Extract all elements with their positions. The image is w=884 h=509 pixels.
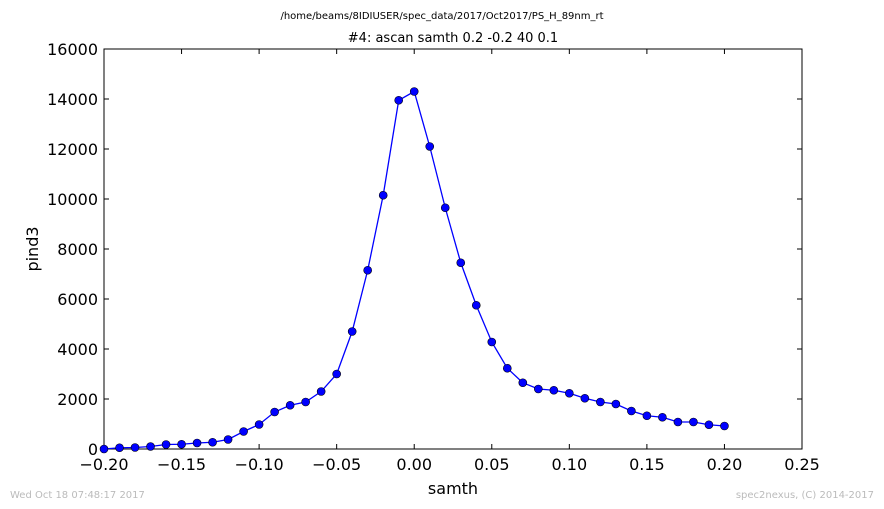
data-point: [177, 439, 186, 449]
data-point: [270, 407, 279, 417]
data-point: [425, 142, 435, 151]
y-tick-label: 16000: [47, 40, 98, 59]
data-point: [239, 427, 248, 436]
data-point: [673, 417, 683, 427]
data-point: [720, 421, 729, 431]
data-point: [378, 190, 388, 200]
chart-title: #4: ascan samth 0.2 -0.2 40 0.1: [348, 31, 558, 46]
data-point: [487, 337, 497, 347]
x-tick-label: −0.20: [79, 455, 128, 474]
series-markers: [99, 87, 729, 454]
chart-supertitle: /home/beams/8IDIUSER/spec_data/2017/Oct2…: [280, 11, 603, 22]
x-tick-label: 0.10: [552, 455, 588, 474]
x-tick-label: 0.05: [474, 455, 510, 474]
data-point: [456, 258, 466, 268]
x-axis: −0.20 −0.15 −0.10 −0.05 0.00 0.05 0.10 0.15 0.20…: [79, 49, 820, 474]
plot-area-frame: [103, 48, 803, 450]
data-point: [565, 388, 574, 398]
data-point: [611, 399, 621, 409]
x-tick-label: −0.10: [235, 455, 284, 474]
data-point: [208, 437, 217, 447]
x-tick-label: 0.25: [784, 455, 820, 474]
y-tick-label: 14000: [47, 90, 98, 109]
x-axis-label: samth: [428, 479, 478, 498]
data-point: [658, 412, 667, 422]
x-tick-label: 0.00: [396, 455, 432, 474]
y-tick-label: 4000: [57, 340, 98, 359]
x-tick-label: 0.15: [629, 455, 665, 474]
data-point: [332, 369, 341, 379]
data-point: [471, 300, 481, 310]
data-point: [301, 397, 310, 407]
data-point: [642, 411, 652, 421]
data-point: [596, 397, 605, 407]
data-point: [146, 442, 155, 451]
y-tick-label: 12000: [47, 140, 98, 159]
data-point: [161, 440, 171, 449]
y-tick-label: 8000: [57, 240, 98, 259]
data-point: [689, 417, 698, 427]
data-point: [704, 420, 714, 430]
data-point: [627, 406, 636, 416]
x-tick-label: −0.15: [157, 455, 206, 474]
data-point: [409, 87, 419, 96]
data-point: [440, 203, 450, 213]
data-point: [518, 378, 528, 388]
data-point: [534, 384, 543, 394]
footer-credit: spec2nexus, (C) 2014-2017: [736, 490, 874, 501]
data-point: [363, 265, 372, 275]
series-line: [103, 90, 725, 450]
x-tick-label: 0.20: [707, 455, 743, 474]
y-axis: 0 2000 4000 6000 8000 10000 12000 14000 16000: [47, 40, 802, 459]
y-tick-label: 6000: [57, 290, 98, 309]
data-point: [316, 387, 326, 396]
y-axis-label: pind3: [23, 226, 42, 271]
data-point: [254, 420, 264, 429]
y-tick-label: 10000: [47, 190, 98, 209]
data-point: [223, 435, 233, 444]
data-point: [192, 438, 202, 448]
data-point: [580, 393, 590, 403]
y-tick-label: 0: [88, 440, 98, 459]
y-tick-label: 2000: [57, 390, 98, 409]
data-point: [394, 95, 404, 105]
data-point: [549, 385, 559, 395]
data-point: [502, 363, 512, 373]
data-point: [285, 400, 295, 410]
data-point: [115, 443, 124, 453]
footer-timestamp: Wed Oct 18 07:48:17 2017: [10, 490, 145, 501]
data-point: [130, 443, 140, 452]
x-tick-label: −0.05: [312, 455, 361, 474]
data-point: [99, 444, 109, 454]
data-point: [347, 327, 357, 336]
